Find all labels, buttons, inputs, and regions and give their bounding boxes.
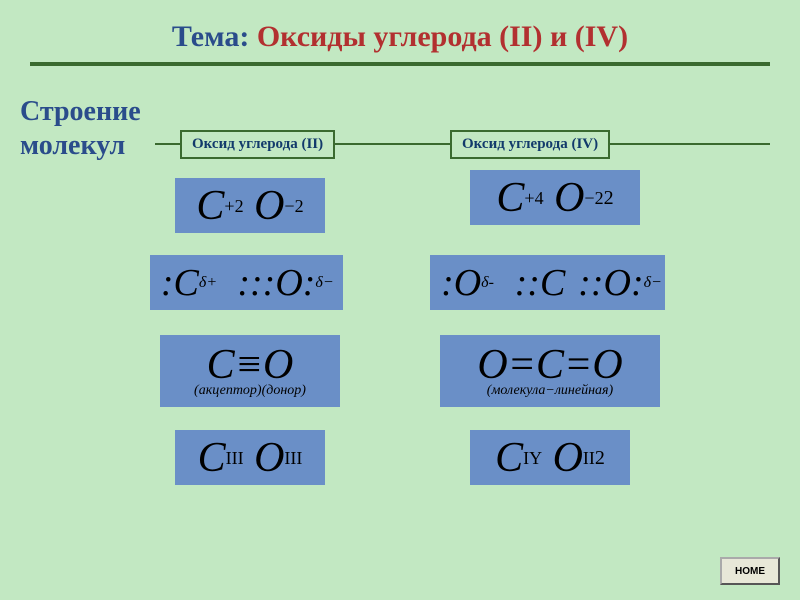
- o-sup: −2: [584, 189, 603, 207]
- delta-minus: δ−: [644, 275, 662, 291]
- o-symbol: O: [254, 185, 284, 227]
- o-sup: II: [583, 449, 595, 467]
- subtitle-line2: молекул: [20, 129, 141, 163]
- c-symbol: C: [198, 437, 226, 479]
- linear-caption: (молекула−линейная): [487, 384, 613, 398]
- c-sup: III: [226, 449, 244, 467]
- colon: :: [631, 264, 644, 302]
- right-row2-boxA: :Oδ-: [430, 255, 505, 310]
- colon: :: [161, 264, 174, 302]
- subtitle-line1: Строение: [20, 95, 141, 129]
- right-row4-box: CIY OII2: [470, 430, 630, 485]
- subtitle: Строение молекул: [20, 95, 141, 162]
- c-sup: IY: [523, 449, 542, 467]
- colon: :: [441, 264, 454, 302]
- column-header-right: Оксид углерода (IV): [450, 130, 610, 159]
- title-main: Оксиды углерода (II) и (IV): [257, 20, 628, 53]
- o-symbol: O: [254, 437, 284, 479]
- double-bond: O=C=O: [477, 344, 622, 386]
- double-colon: ::: [578, 264, 603, 302]
- c-symbol: C: [495, 437, 523, 479]
- o-symbol: O: [275, 264, 302, 302]
- delta-minus: δ-: [481, 275, 494, 291]
- c-symbol: C: [496, 177, 524, 219]
- right-row2-boxC: ::O:δ−: [575, 255, 665, 310]
- c-sup: +4: [524, 189, 543, 207]
- double-colon: ::: [515, 264, 540, 302]
- o-symbol: O: [554, 177, 584, 219]
- home-button[interactable]: HOME: [720, 557, 780, 585]
- left-row2-boxA: :Cδ+: [150, 255, 228, 310]
- o-sub: 2: [595, 448, 605, 468]
- right-row2-boxB: ::C: [505, 255, 575, 310]
- c-symbol: C: [540, 264, 565, 302]
- caption-row: (акцептор)(донор): [194, 384, 306, 398]
- o-symbol: O: [553, 437, 583, 479]
- right-row1-box: C+4 O−22: [470, 170, 640, 225]
- c-symbol: C: [196, 185, 224, 227]
- delta-minus: δ−: [315, 275, 333, 291]
- o-symbol: O: [603, 264, 630, 302]
- delta-plus: δ+: [199, 275, 217, 291]
- colon: :: [303, 264, 316, 302]
- triple-colon: :::: [237, 264, 275, 302]
- o-symbol: O: [454, 264, 481, 302]
- title-prefix: Тема:: [172, 20, 257, 53]
- left-row1-box: C+2 O−2: [175, 178, 325, 233]
- acceptor-label: (акцептор): [194, 383, 262, 398]
- left-row3-box: C≡O (акцептор)(донор): [160, 335, 340, 407]
- o-sup: −2: [284, 197, 303, 215]
- triple-bond: C≡O: [207, 344, 294, 386]
- c-symbol: C: [174, 264, 199, 302]
- column-header-left: Оксид углерода (II): [180, 130, 335, 159]
- left-row2-boxB: :::O:δ−: [228, 255, 343, 310]
- left-row4-box: CIII OIII: [175, 430, 325, 485]
- c-sup: +2: [224, 197, 243, 215]
- o-sub: 2: [604, 188, 614, 208]
- right-row3-box: O=C=O (молекула−линейная): [440, 335, 660, 407]
- donor-label: (донор): [262, 383, 306, 398]
- page-title: Тема: Оксиды углерода (II) и (IV): [0, 0, 800, 54]
- title-underline: [30, 62, 770, 66]
- o-sup: III: [284, 449, 302, 467]
